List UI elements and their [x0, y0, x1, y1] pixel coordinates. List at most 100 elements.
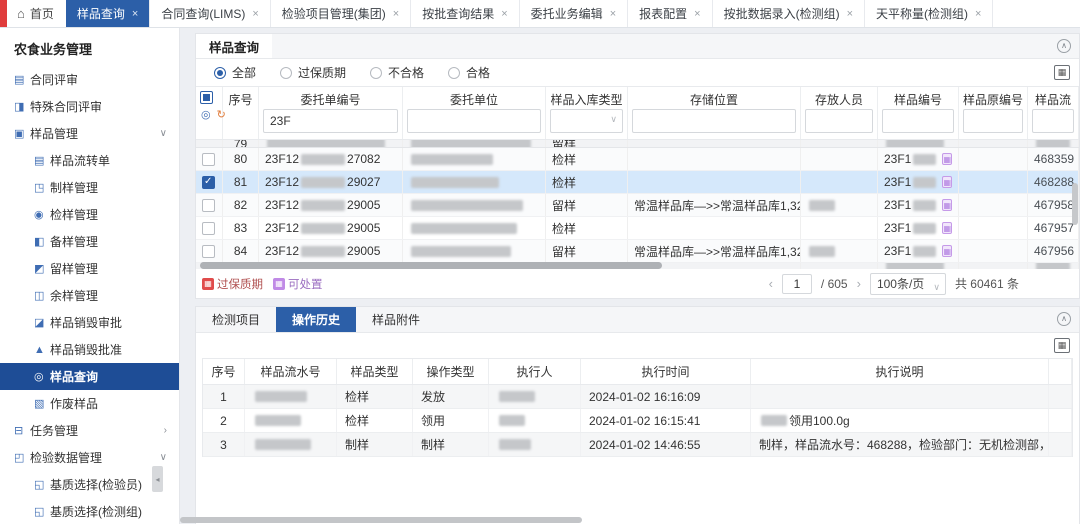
sidebar-item-11[interactable]: ▲ 样品销毁批准: [0, 336, 179, 363]
tab-6[interactable]: 报表配置 ×: [628, 0, 713, 27]
sidebar-item-4[interactable]: ▤ 样品流转单: [0, 147, 179, 174]
page-number-input[interactable]: 1: [781, 273, 812, 294]
tab-5[interactable]: 委托业务编辑 ×: [520, 0, 629, 27]
sidebar-item-6[interactable]: ◉ 检样管理: [0, 201, 179, 228]
page-horizontal-scrollbar[interactable]: [180, 517, 582, 523]
sidebar-item-5[interactable]: ◳ 制样管理: [0, 174, 179, 201]
radio-2[interactable]: 过保质期: [280, 64, 346, 81]
tab-close-icon[interactable]: ×: [694, 7, 701, 20]
filter-company-input[interactable]: [407, 109, 541, 133]
tab-8[interactable]: 天平称量(检测组) ×: [865, 0, 994, 27]
cell-seq: 81: [223, 171, 259, 193]
row-checkbox[interactable]: [202, 152, 215, 166]
history-cell-extra: [1049, 409, 1072, 432]
sidebar-item-17[interactable]: ◱ 基质选择(检测组): [0, 498, 179, 524]
tab-bar: ⌂ 首页 样品查询 × 合同查询(LIMS) × 检验项目管理(集团) × 按批查询结果 × 委…: [0, 0, 1080, 28]
search-filter-icon[interactable]: ◎: [201, 109, 211, 121]
filter-type-select[interactable]: ∨: [550, 109, 623, 133]
pagination: ‹ 1 / 605 › 100条/页 ∨ 共 60461 条: [768, 272, 1019, 295]
sidebar-collapse-handle[interactable]: ◂: [152, 466, 163, 492]
tab-1[interactable]: 样品查询 ×: [65, 0, 151, 27]
tab-4[interactable]: 按批查询结果 ×: [411, 0, 520, 27]
filter-sample-input[interactable]: [882, 109, 954, 133]
history-column-5: 执行人: [489, 359, 581, 384]
sidebar-item-7[interactable]: ◧ 备样管理: [0, 228, 179, 255]
filter-person-input[interactable]: [805, 109, 873, 133]
sidebar-item-8[interactable]: ◩ 留样管理: [0, 255, 179, 282]
sidebar-item-3[interactable]: ▣ 样品管理 ∨: [0, 120, 179, 147]
tab-close-icon[interactable]: ×: [975, 7, 982, 20]
cell-orig: [959, 240, 1028, 262]
cell-person: [801, 263, 878, 269]
sidebar-item-12[interactable]: ◎ 样品查询: [0, 363, 179, 390]
reset-filter-icon[interactable]: ↻: [216, 109, 226, 121]
tab-3[interactable]: 检验项目管理(集团) ×: [271, 0, 412, 27]
sidebar-item-2[interactable]: ◨ 特殊合同评审: [0, 93, 179, 120]
detail-tab-2[interactable]: 操作历史: [276, 307, 357, 332]
row-checkbox[interactable]: [202, 244, 215, 258]
detail-tab-3[interactable]: 样品附件: [372, 313, 421, 327]
sidebar-item-label: 样品查询: [50, 370, 99, 384]
tab-close-icon[interactable]: ×: [252, 7, 259, 20]
cell-cb: [196, 171, 223, 193]
select-all-checkbox[interactable]: [200, 91, 213, 104]
sample-query-icon: ◎: [34, 371, 44, 383]
sidebar-item-label: 检样管理: [50, 208, 99, 222]
panel-collapse-icon[interactable]: ∧: [1057, 39, 1071, 53]
row-checkbox[interactable]: [202, 198, 215, 212]
tab-close-icon[interactable]: ×: [392, 7, 400, 20]
detail-collapse-icon[interactable]: ∧: [1057, 312, 1071, 326]
radio-1[interactable]: 全部: [214, 64, 256, 81]
sidebar-item-1[interactable]: ▤ 合同评审: [0, 66, 179, 93]
tab-close-icon[interactable]: ×: [501, 7, 508, 20]
cell-company: [403, 194, 546, 216]
filter-action-icons: ◎ ↻: [200, 109, 226, 121]
chevron-down-icon: ∨: [159, 128, 167, 139]
tab-close-icon[interactable]: ×: [846, 7, 854, 20]
sidebar-item-16[interactable]: ◱ 基质选择(检验员): [0, 471, 179, 498]
table-settings-icon[interactable]: ▦: [1054, 65, 1070, 80]
page-size-select[interactable]: 100条/页 ∨: [869, 272, 946, 295]
filter-serial-input[interactable]: [1032, 109, 1074, 133]
history-cell-otype: 发放: [413, 385, 489, 408]
sidebar-item-10[interactable]: ◪ 样品销毁审批: [0, 309, 179, 336]
cell-cb: [196, 140, 223, 147]
sidebar-item-15[interactable]: ◰ 检验数据管理 ∨: [0, 444, 179, 471]
table-vertical-scrollbar[interactable]: [1072, 183, 1078, 225]
tab-close-icon[interactable]: ×: [131, 7, 139, 20]
sidebar-item-13[interactable]: ▧ 作废样品: [0, 390, 179, 417]
cell-orig: [959, 171, 1028, 193]
detail-table-settings-icon[interactable]: ▦: [1054, 338, 1070, 353]
filter-order-input[interactable]: [263, 109, 398, 133]
row-checkbox[interactable]: [202, 221, 215, 235]
disposable-badge-icon: ▦: [942, 245, 952, 257]
history-cell-stype: 制样: [337, 433, 413, 456]
tab-7[interactable]: 按批数据录入(检测组) ×: [713, 0, 866, 27]
radio-3[interactable]: 不合格: [370, 64, 424, 81]
filter-loc-input[interactable]: [632, 109, 796, 133]
detail-tab-1[interactable]: 检测项目: [212, 313, 261, 327]
filter-orig-input[interactable]: [963, 109, 1023, 133]
cell-sample: [878, 140, 959, 147]
column-header-seq: 序号: [223, 87, 259, 139]
tab-home[interactable]: ⌂ 首页: [7, 0, 66, 27]
sidebar-item-14[interactable]: ⊟ 任务管理 ›: [0, 417, 179, 444]
radio-dot: [280, 66, 293, 79]
disposable-icon: ▦: [273, 277, 285, 290]
cell-loc: [628, 217, 801, 239]
prev-page-icon[interactable]: ‹: [768, 276, 773, 291]
radio-label: 不合格: [388, 66, 425, 80]
row-checkbox[interactable]: [202, 175, 215, 189]
sidebar-item-9[interactable]: ◫ 余样管理: [0, 282, 179, 309]
cell-seq: 82: [223, 194, 259, 216]
radio-4[interactable]: 合格: [448, 64, 490, 81]
table-horizontal-scrollbar[interactable]: [200, 262, 662, 269]
tab-close-icon[interactable]: ×: [609, 7, 617, 20]
next-page-icon[interactable]: ›: [856, 276, 861, 291]
cell-person: [801, 217, 878, 239]
tab-2[interactable]: 合同查询(LIMS) ×: [150, 0, 271, 27]
column-label: 样品原编号: [963, 93, 1024, 107]
home-icon: ⌂: [17, 6, 25, 21]
column-label: 委托单编号: [300, 93, 361, 107]
